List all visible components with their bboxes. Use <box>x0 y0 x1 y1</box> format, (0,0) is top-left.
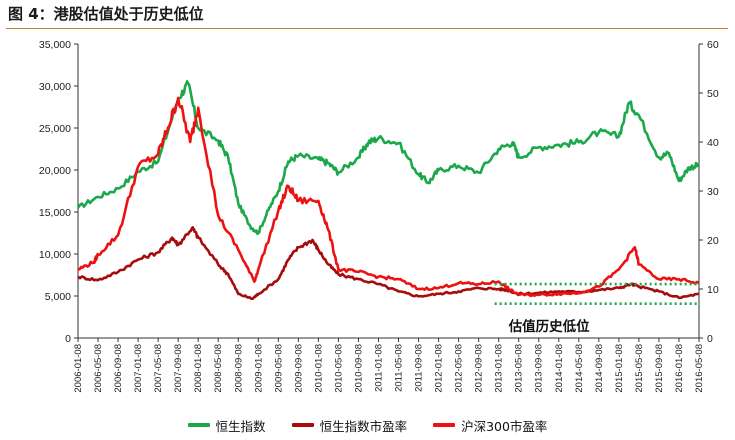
left-axis-ticks: 0 5,000 10,000 15,000 20,000 25,000 30,000 35,0… <box>39 39 78 345</box>
x-tick-label: 2007-09-08 <box>173 344 184 393</box>
x-tick-label: 2009-09-08 <box>293 344 304 393</box>
right-tick-label: 30 <box>707 186 719 198</box>
x-tick-label: 2015-05-08 <box>634 344 645 393</box>
left-tick-label: 10,000 <box>39 249 71 261</box>
legend-item-hs300-pe: 沪深300市盈率 <box>433 415 547 435</box>
x-tick-label: 2006-05-08 <box>93 344 104 393</box>
x-tick-label: 2012-01-08 <box>434 344 445 393</box>
reference-bands <box>494 282 699 306</box>
right-tick-label: 20 <box>707 235 719 247</box>
right-tick-label: 60 <box>707 39 719 51</box>
right-tick-label: 50 <box>707 88 719 100</box>
left-tick-label: 20,000 <box>39 165 71 177</box>
x-tick-label: 2013-05-08 <box>514 344 525 393</box>
right-tick-label: 0 <box>707 333 713 345</box>
x-tick-label: 2013-01-08 <box>494 344 505 393</box>
x-tick-label: 2008-01-08 <box>193 344 204 393</box>
legend-label-hsi: 恒生指数 <box>215 418 266 434</box>
x-tick-label: 2008-09-08 <box>233 344 244 393</box>
x-tick-label: 2006-09-08 <box>113 344 124 393</box>
x-tick-label: 2015-01-08 <box>614 344 625 393</box>
legend-swatch-hsi <box>187 423 210 427</box>
x-tick-label: 2007-01-08 <box>133 344 144 393</box>
legend-label-hsi-pe: 恒生指数市盈率 <box>319 418 408 434</box>
series-line-3 <box>77 96 700 298</box>
x-tick-label: 2010-01-08 <box>313 344 324 393</box>
right-axis-ticks: 0 10 20 30 40 50 60 <box>699 39 719 345</box>
left-tick-label: 5,000 <box>45 291 71 303</box>
left-tick-label: 35,000 <box>39 39 71 51</box>
left-tick-label: 30,000 <box>39 81 71 93</box>
x-tick-label: 2006-01-08 <box>73 344 84 393</box>
series-lines <box>76 80 700 301</box>
x-tick-label: 2011-05-08 <box>394 344 405 392</box>
left-tick-label: 0 <box>65 333 71 345</box>
legend: 恒生指数 恒生指数市盈率 沪深300市盈率 <box>0 415 735 435</box>
x-tick-label: 2010-05-08 <box>333 344 344 393</box>
x-tick-label: 2012-09-08 <box>474 344 485 393</box>
legend-item-hsi: 恒生指数 <box>187 415 266 435</box>
series-line-1 <box>76 80 700 236</box>
x-tick-label: 2008-05-08 <box>213 344 224 393</box>
x-tick-label: 2011-09-08 <box>414 344 425 392</box>
x-tick-label: 2016-01-08 <box>674 344 685 393</box>
right-tick-label: 40 <box>707 137 719 149</box>
x-tick-label: 2012-05-08 <box>454 344 465 393</box>
right-tick-label: 10 <box>707 284 719 296</box>
x-tick-label: 2014-09-08 <box>594 344 605 393</box>
line-chart: 0 5,000 10,000 15,000 20,000 25,000 30,000 35,0… <box>39 39 719 393</box>
x-tick-label: 2014-05-08 <box>574 344 585 393</box>
legend-swatch-hs300-pe <box>433 423 456 427</box>
x-tick-label: 2010-09-08 <box>353 344 364 393</box>
x-tick-label: 2009-01-08 <box>253 344 264 393</box>
series-line-2 <box>77 226 700 301</box>
x-tick-label: 2007-05-08 <box>153 344 164 393</box>
x-tick-label: 2013-09-08 <box>534 344 545 393</box>
left-tick-label: 25,000 <box>39 123 71 135</box>
x-tick-label: 2015-09-08 <box>654 344 665 393</box>
left-tick-label: 15,000 <box>39 207 71 219</box>
legend-label-hs300-pe: 沪深300市盈率 <box>461 418 548 434</box>
x-tick-label: 2016-05-08 <box>694 344 705 393</box>
legend-item-hsi-pe: 恒生指数市盈率 <box>291 415 408 435</box>
figure-title: 图 4：港股估值处于历史低位 <box>8 5 204 23</box>
title-rule <box>6 28 728 29</box>
x-tick-label: 2011-01-08 <box>373 344 384 392</box>
legend-swatch-hsi-pe <box>291 423 314 427</box>
x-axis-ticks: 2006-01-08 2006-05-08 2006-09-08 2007-01-08… <box>73 338 705 393</box>
x-tick-label: 2014-01-08 <box>554 344 565 393</box>
x-tick-label: 2009-05-08 <box>273 344 284 393</box>
plot-frame <box>77 44 700 339</box>
annotation-label: 估值历史低位 <box>508 318 590 335</box>
